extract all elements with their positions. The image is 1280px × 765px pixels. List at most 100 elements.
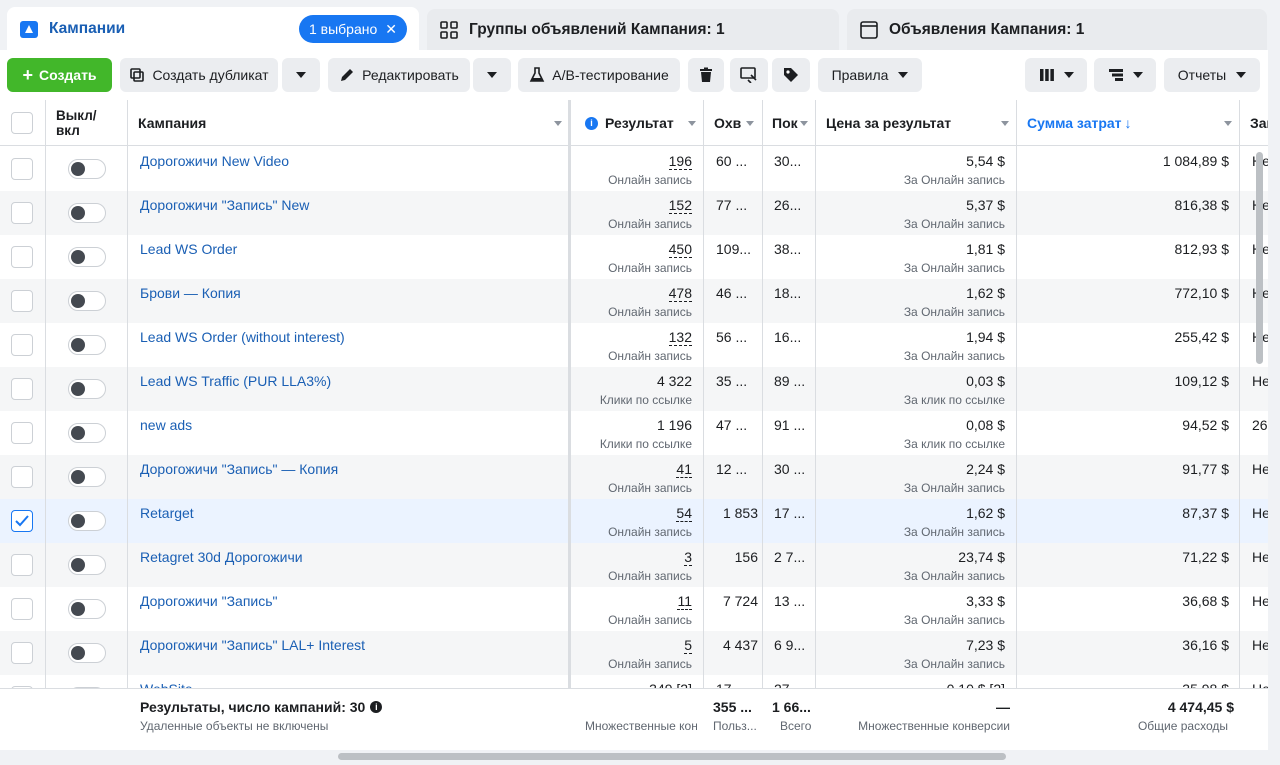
row-checkbox[interactable] [11, 158, 33, 180]
close-icon[interactable]: ✕ [385, 20, 397, 37]
table-row[interactable]: Дорогожичи "Запись" LAL+ Interest 5 Онлайн… [0, 631, 1268, 675]
horizontal-scrollbar[interactable] [338, 753, 1006, 760]
campaign-name-link[interactable]: Дорогожичи "Запись" New [140, 197, 310, 213]
result-value[interactable]: 54 [676, 505, 692, 522]
table-row[interactable]: Дорогожичи "Запись" 11 Онлайн запись 7 724 1… [0, 587, 1268, 631]
row-checkbox[interactable] [11, 246, 33, 268]
header-amount-spent[interactable]: Сумма затрат ↓ [1017, 100, 1240, 146]
campaign-name-link[interactable]: Дорогожичи "Запись" LAL+ Interest [140, 637, 366, 653]
row-checkbox[interactable] [11, 466, 33, 488]
table-row[interactable]: Дорогожичи "Запись" — Копия 41 Онлайн запи… [0, 455, 1268, 499]
campaign-toggle[interactable] [68, 467, 106, 487]
chevron-down-icon[interactable] [746, 121, 754, 126]
result-value[interactable]: 5 [684, 637, 692, 654]
tab-adsets[interactable]: Группы объявлений Кампания: 1 [427, 9, 839, 50]
result-value[interactable]: 3 [684, 549, 692, 566]
cost-type: За Онлайн запись [903, 481, 1005, 495]
result-value[interactable]: 11 [677, 593, 692, 610]
campaign-toggle[interactable] [68, 247, 106, 267]
select-all-checkbox[interactable] [11, 112, 33, 134]
row-checkbox[interactable] [11, 554, 33, 576]
chevron-down-icon[interactable] [800, 121, 808, 126]
duplicate-button[interactable]: Создать дубликат [120, 58, 278, 92]
next-value: Не [1252, 593, 1268, 609]
row-checkbox[interactable] [11, 642, 33, 664]
row-checkbox[interactable] [11, 290, 33, 312]
campaign-name-link[interactable]: Брови — Копия [140, 285, 241, 301]
tag-button[interactable] [772, 58, 810, 92]
result-value[interactable]: 450 [668, 241, 692, 258]
result-value[interactable]: 152 [668, 197, 692, 214]
columns-button[interactable] [1025, 58, 1087, 92]
table-row[interactable]: Дорогожичи New Video 196 Онлайн запись 60 .… [0, 147, 1268, 191]
table-row[interactable]: Retarget 54 Онлайн запись 1 853 17 ... 1,62 $… [0, 499, 1268, 543]
header-next[interactable]: Зап [1240, 100, 1268, 146]
chevron-down-icon[interactable] [1224, 121, 1232, 126]
rules-button[interactable]: Правила [818, 58, 922, 92]
result-value[interactable]: 478 [668, 285, 692, 302]
campaign-name-link[interactable]: Дорогожичи "Запись" [140, 593, 278, 609]
reports-button[interactable]: Отчеты [1164, 58, 1260, 92]
table-row[interactable]: Брови — Копия 478 Онлайн запись 46 ... 18...… [0, 279, 1268, 323]
ab-test-button[interactable]: A/B-тестирование [518, 58, 680, 92]
campaign-toggle[interactable] [68, 643, 106, 663]
row-checkbox[interactable] [11, 510, 33, 532]
duplicate-dropdown-button[interactable] [282, 58, 320, 92]
campaign-name-link[interactable]: Retarget [140, 505, 194, 521]
spent-cell: 772,10 $ [1017, 279, 1230, 323]
result-value[interactable]: 132 [668, 329, 692, 346]
header-result[interactable]: i Результат [576, 100, 704, 146]
header-impressions[interactable]: Пок [762, 100, 816, 146]
table-row[interactable]: Lead WS Traffic (PUR LLA3%) 4 322 Клики по… [0, 367, 1268, 411]
campaign-toggle[interactable] [68, 203, 106, 223]
campaign-name-link[interactable]: Lead WS Order (without interest) [140, 329, 345, 345]
breakdown-button[interactable] [1094, 58, 1156, 92]
table-row[interactable]: Lead WS Order (without interest) 132 Онлай… [0, 323, 1268, 367]
campaign-name-link[interactable]: Lead WS Order [140, 241, 238, 257]
info-icon[interactable]: i [585, 116, 598, 130]
selected-badge[interactable]: 1 выбрано ✕ [298, 15, 407, 43]
preview-button[interactable] [730, 58, 768, 92]
table-row[interactable]: Retagret 30d Дорогожичи 3 Онлайн запись 156… [0, 543, 1268, 587]
campaign-toggle[interactable] [68, 511, 106, 531]
chevron-down-icon[interactable] [554, 121, 562, 126]
campaign-toggle[interactable] [68, 599, 106, 619]
vertical-scrollbar[interactable] [1256, 152, 1263, 364]
header-campaign[interactable]: Кампания [128, 100, 570, 146]
result-value[interactable]: 41 [676, 461, 692, 478]
edit-button[interactable]: Редактировать [328, 58, 470, 92]
result-value[interactable]: 4 322 [656, 373, 692, 389]
header-cost-per-result[interactable]: Цена за результат [816, 100, 1017, 146]
campaign-name-link[interactable]: Retagret 30d Дорогожичи [140, 549, 303, 565]
campaign-toggle[interactable] [68, 423, 106, 443]
delete-button[interactable] [688, 58, 724, 92]
tab-ads[interactable]: Объявления Кампания: 1 [847, 9, 1267, 50]
campaign-toggle[interactable] [68, 379, 106, 399]
table-row[interactable]: new ads 1 196 Клики по ссылке 47 ... 91 ... 0… [0, 411, 1268, 455]
campaign-toggle[interactable] [68, 159, 106, 179]
campaign-name-link[interactable]: new ads [140, 417, 193, 433]
chevron-down-icon[interactable] [688, 121, 696, 126]
edit-dropdown-button[interactable] [473, 58, 511, 92]
row-checkbox[interactable] [11, 422, 33, 444]
header-reach[interactable]: Охв [704, 100, 762, 146]
campaign-toggle[interactable] [68, 335, 106, 355]
info-icon[interactable]: i [370, 701, 383, 713]
chevron-down-icon[interactable] [1001, 121, 1009, 126]
row-checkbox[interactable] [11, 334, 33, 356]
campaign-name-link[interactable]: Lead WS Traffic (PUR LLA3%) [140, 373, 332, 389]
row-checkbox[interactable] [11, 598, 33, 620]
row-checkbox[interactable] [11, 378, 33, 400]
result-value[interactable]: 1 196 [656, 417, 692, 433]
create-button[interactable]: + Создать [7, 58, 112, 92]
column-resize-handle[interactable] [568, 100, 571, 750]
table-row[interactable]: Дорогожичи "Запись" New 152 Онлайн запись 7… [0, 191, 1268, 235]
campaign-toggle[interactable] [68, 555, 106, 575]
campaign-toggle[interactable] [68, 291, 106, 311]
tab-campaigns[interactable]: Кампании 1 выбрано ✕ [7, 7, 419, 50]
row-checkbox[interactable] [11, 202, 33, 224]
table-row[interactable]: Lead WS Order 450 Онлайн запись 109... 38...… [0, 235, 1268, 279]
result-value[interactable]: 196 [668, 153, 692, 170]
campaign-name-link[interactable]: Дорогожичи "Запись" — Копия [140, 461, 339, 477]
campaign-name-link[interactable]: Дорогожичи New Video [140, 153, 290, 169]
